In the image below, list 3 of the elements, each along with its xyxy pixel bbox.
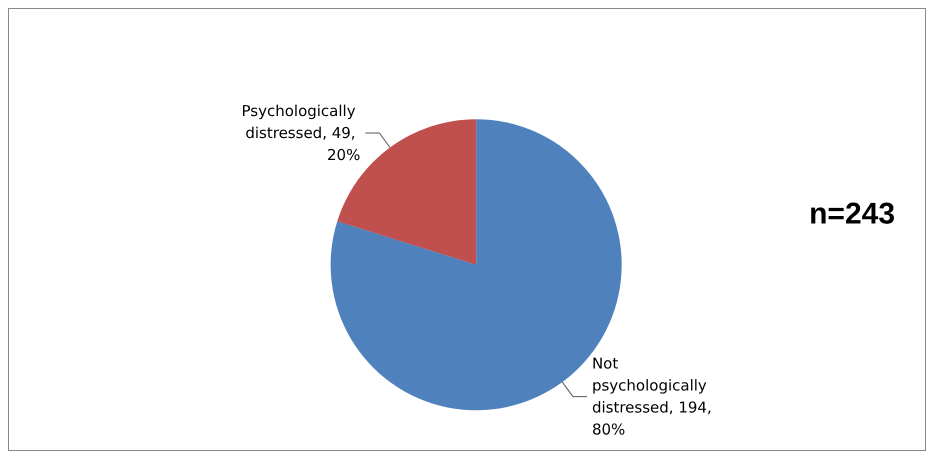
- slice-label: Not psychologically distressed, 194, 80%: [592, 354, 717, 439]
- slice-label: Psychologically distressed, 49, 20%: [241, 102, 360, 164]
- text: n=243: [809, 198, 896, 230]
